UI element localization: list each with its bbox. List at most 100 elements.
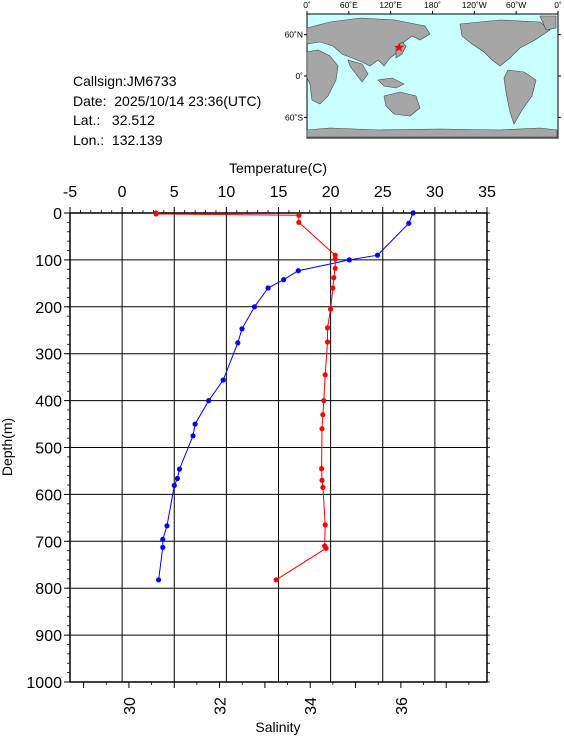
temperature-tick-label: 25 (374, 184, 392, 201)
salinity-point (322, 543, 328, 549)
salinity-point (321, 398, 327, 404)
map-lon-label: 0˚ (303, 0, 311, 10)
star-icon (394, 42, 404, 52)
temperature-tick-label: -5 (63, 184, 77, 201)
temperature-point (171, 482, 177, 489)
map-lon-label: 120˚W (462, 0, 487, 10)
salinity-tick-label: 32 (213, 697, 230, 715)
map-lat-label: 60˚N (285, 30, 303, 40)
land-north-america (459, 19, 551, 67)
temperature-tick-label: 0 (118, 184, 127, 201)
temperature-point (156, 577, 162, 583)
chart-grid (64, 207, 488, 683)
temperature-tick-label: 5 (170, 184, 179, 201)
temperature-point (190, 433, 196, 439)
station-info: Callsign:JM6733 Date: 2025/10/14 23:36(U… (73, 72, 261, 150)
depth-tick-label: 100 (35, 253, 62, 270)
land-india (347, 59, 369, 83)
depth-tick-label: 600 (35, 487, 62, 504)
temperature-point (239, 326, 245, 332)
temperature-point (406, 220, 412, 226)
callsign-text: Callsign:JM6733 (73, 73, 177, 89)
salinity-point (324, 339, 331, 345)
temperature-tick-label: 35 (478, 184, 496, 201)
map-lat-label: 0˚ (295, 71, 303, 81)
land-greenland (539, 15, 557, 31)
map-lon-label: 60˚E (340, 0, 358, 10)
temperature-point (410, 210, 416, 216)
temperature-point (206, 398, 212, 404)
salinity-tick-label: 30 (122, 697, 139, 715)
temperature-point (281, 277, 287, 283)
salinity-point (296, 219, 302, 225)
map-top-labels: 0˚ 60˚E 120˚E 180˚ 120˚W 60˚W 0˚ (303, 0, 562, 10)
salinity-point (320, 484, 326, 490)
world-map: 0˚ 60˚E 120˚E 180˚ 120˚W 60˚W 0˚ 60˚N 0˚ 60˚S (285, 0, 562, 139)
temperature-point (251, 304, 258, 310)
temperature-tick-label: 15 (270, 184, 288, 201)
map-lon-label: 120˚E (379, 0, 402, 10)
depth-tick-labels: 0 100 200 300 400 500 600 700 800 900 1000 (26, 206, 62, 692)
salinity-point (322, 372, 328, 378)
depth-tick-label: 500 (35, 441, 62, 458)
salinity-point (330, 285, 336, 291)
plot-frame (69, 212, 488, 683)
temperature-tick-label: 30 (426, 184, 444, 201)
land-eurasia (306, 17, 431, 67)
land-africa (306, 49, 339, 105)
salinity-point (332, 252, 338, 258)
depth-tick-label: 400 (35, 394, 62, 411)
salinity-point (323, 545, 329, 551)
salinity-point (324, 325, 331, 331)
temperature-point (192, 421, 198, 427)
land-indonesia (377, 77, 405, 89)
chart-series (153, 210, 416, 583)
temperature-tick-label: 10 (217, 184, 235, 201)
depth-tick-label: 200 (35, 300, 62, 317)
salinity-point (319, 466, 325, 472)
latitude-text: Lat.: 32.512 (73, 112, 155, 128)
map-lon-label: 0˚ (554, 0, 562, 10)
salinity-profile-line (155, 213, 336, 581)
depth-tick-label: 800 (35, 581, 62, 598)
temperature-point (295, 268, 301, 274)
salinity-tick-labels: 30 32 34 36 (122, 697, 411, 715)
date-text: Date: 2025/10/14 23:36(UTC) (73, 92, 262, 109)
temperature-axis-title: Temperature(C) (229, 160, 327, 176)
temperature-point (174, 475, 180, 482)
temperature-point (346, 257, 352, 263)
depth-tick-label: 700 (35, 534, 62, 551)
temperature-point (265, 285, 271, 291)
salinity-tick-label: 34 (303, 697, 320, 715)
temperature-point (164, 523, 170, 529)
salinity-tick-label: 36 (394, 697, 411, 715)
salinity-point (273, 577, 279, 583)
salinity-point (320, 412, 326, 418)
salinity-point (296, 212, 302, 218)
map-ticks (304, 11, 561, 118)
temperature-profile-line (158, 212, 414, 580)
temperature-point (235, 340, 241, 346)
map-landmasses (306, 15, 558, 138)
temperature-tick-label: 20 (322, 184, 340, 201)
land-south-america (503, 69, 537, 125)
map-marker (394, 42, 404, 52)
longitude-text: Lon.: 132.139 (73, 131, 163, 148)
salinity-axis-title: Salinity (255, 719, 300, 735)
map-lat-label: 60˚S (285, 112, 303, 122)
salinity-point (319, 426, 325, 432)
temperature-point (374, 252, 381, 258)
salinity-point (322, 522, 328, 528)
salinity-point (153, 210, 159, 216)
salinity-point (332, 256, 338, 262)
depth-tick-label: 0 (53, 206, 62, 223)
map-lon-label: 60˚W (506, 0, 526, 10)
map-lon-label: 180˚ (424, 0, 441, 10)
land-antarctica (306, 127, 558, 138)
salinity-point (328, 306, 334, 312)
chart-minor-ticks (67, 210, 490, 688)
salinity-point (331, 275, 337, 281)
land-australia (383, 91, 421, 117)
temperature-point (176, 466, 183, 472)
depth-tick-label: 900 (35, 628, 62, 645)
